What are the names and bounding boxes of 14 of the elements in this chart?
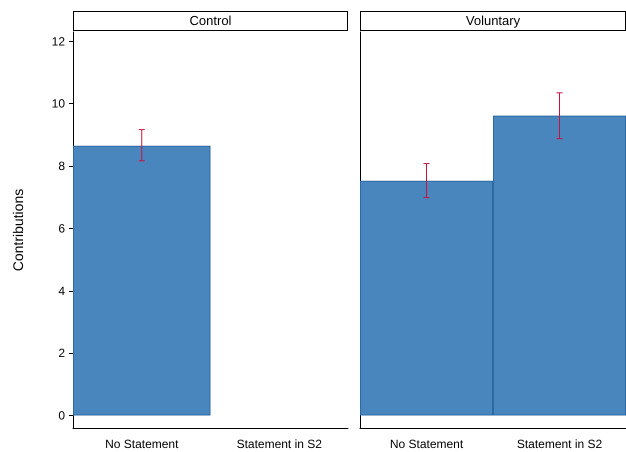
x-tick-label: No Statement	[390, 437, 464, 451]
y-tick-label: 12	[52, 34, 66, 48]
y-tick-label: 8	[58, 159, 66, 174]
y-tick-label: 4	[58, 284, 66, 298]
x-tick-label: No Statement	[105, 437, 180, 451]
x-tick-label: Statement in S2	[516, 437, 603, 451]
y-tick-label: 0	[58, 408, 66, 423]
chart-title: Voluntary	[360, 11, 626, 31]
y-tick-label: 6	[58, 221, 66, 236]
x-tick-label: Statement in S2	[236, 437, 322, 451]
y-tick-label: 2	[58, 346, 66, 360]
y-axis-title: Contributions	[10, 188, 26, 272]
chart-title: Control	[73, 11, 348, 31]
y-tick-label: 10	[52, 96, 66, 111]
